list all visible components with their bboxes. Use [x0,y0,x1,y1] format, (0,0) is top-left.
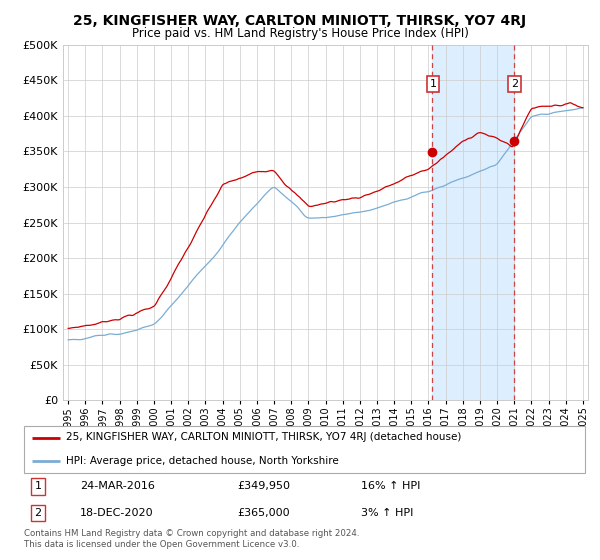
Text: 18-DEC-2020: 18-DEC-2020 [80,508,154,518]
Text: 24-MAR-2016: 24-MAR-2016 [80,482,155,492]
Text: £349,950: £349,950 [237,482,290,492]
Text: Contains HM Land Registry data © Crown copyright and database right 2024.
This d: Contains HM Land Registry data © Crown c… [24,529,359,549]
Text: 1: 1 [35,482,41,492]
Text: 16% ↑ HPI: 16% ↑ HPI [361,482,420,492]
Text: 3% ↑ HPI: 3% ↑ HPI [361,508,413,518]
Bar [432,45,514,400]
Text: 1: 1 [430,79,437,89]
Text: 2: 2 [511,79,518,89]
Text: £365,000: £365,000 [237,508,290,518]
Text: 25, KINGFISHER WAY, CARLTON MINIOTT, THIRSK, YO7 4RJ: 25, KINGFISHER WAY, CARLTON MINIOTT, THI… [73,14,527,28]
Text: 25, KINGFISHER WAY, CARLTON MINIOTT, THIRSK, YO7 4RJ (detached house): 25, KINGFISHER WAY, CARLTON MINIOTT, THI… [66,432,461,442]
Text: HPI: Average price, detached house, North Yorkshire: HPI: Average price, detached house, Nort… [66,456,339,466]
Text: Price paid vs. HM Land Registry's House Price Index (HPI): Price paid vs. HM Land Registry's House … [131,27,469,40]
FancyBboxPatch shape [24,426,585,473]
Text: 2: 2 [34,508,41,518]
